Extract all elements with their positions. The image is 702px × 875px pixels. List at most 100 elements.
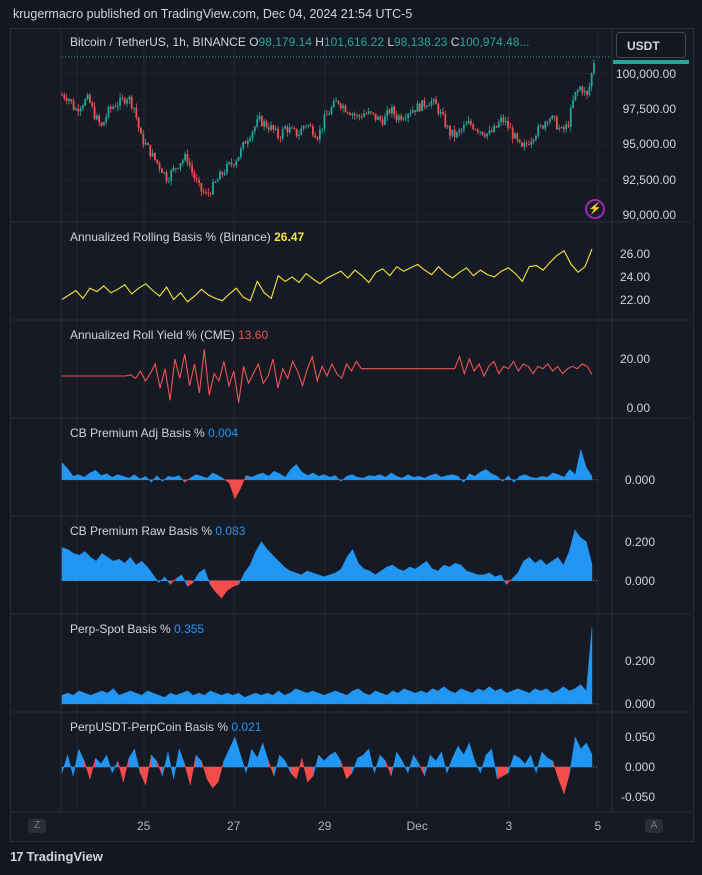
area-segment: [398, 688, 405, 704]
candle-body: [167, 180, 170, 182]
area-segment: [240, 475, 247, 489]
area-segment: [162, 751, 169, 777]
tradingview-footer[interactable]: 17 TradingView: [10, 849, 103, 864]
area-segment: [369, 690, 376, 704]
indicator-legend[interactable]: CB Premium Adj Basis % 0.004: [70, 426, 238, 440]
area-segment: [368, 475, 375, 480]
candle-body: [407, 114, 410, 119]
candle-body: [384, 116, 386, 125]
candle-body: [449, 126, 451, 136]
candle-body: [63, 94, 66, 99]
area-segment: [212, 766, 219, 789]
area-segment: [312, 472, 319, 480]
area-segment: [552, 472, 559, 480]
area-segment: [268, 760, 275, 777]
candle-body: [179, 163, 182, 169]
area-segment: [101, 552, 108, 581]
area-segment: [111, 474, 119, 480]
legend-ellipsis: ...: [519, 35, 530, 49]
area-segment: [273, 470, 280, 480]
area-segment: [95, 552, 103, 581]
candle-body: [228, 162, 231, 164]
area-segment: [217, 475, 225, 480]
candle-body: [537, 126, 540, 136]
candle-body: [360, 116, 363, 118]
candle-body: [586, 90, 588, 95]
area-segment: [586, 742, 593, 768]
indicator-legend[interactable]: PerpUSDT-PerpCoin Basis % 0.021: [70, 720, 261, 734]
candle-body: [256, 119, 259, 127]
candle-body: [490, 130, 493, 132]
area-segment: [463, 473, 470, 484]
candle-body: [279, 137, 282, 139]
candle-body: [105, 116, 108, 123]
area-segment: [469, 473, 475, 480]
area-segment: [536, 751, 542, 774]
axis-tick-label: 0.000: [624, 472, 655, 487]
candle-body: [525, 143, 528, 145]
flash-icon[interactable]: ⚡: [585, 199, 605, 219]
indicator-legend[interactable]: Annualized Roll Yield % (CME) 13.60: [70, 328, 268, 342]
area-segment: [152, 574, 160, 584]
candle-body: [156, 159, 159, 163]
brand-name: TradingView: [26, 849, 103, 864]
area-segment: [175, 574, 182, 581]
area-segment: [170, 692, 177, 704]
candle-body: [72, 101, 75, 111]
indicator-name: Annualized Rolling Basis % (Binance): [70, 230, 271, 244]
candle-body: [186, 154, 189, 163]
currency-button[interactable]: USDT: [616, 32, 686, 58]
area-segment: [335, 690, 342, 704]
candle-body: [414, 110, 417, 112]
area-segment: [190, 754, 197, 786]
indicator-name: PerpUSDT-PerpCoin Basis %: [70, 720, 229, 734]
chart-frame[interactable]: [10, 28, 694, 842]
low-label: L: [387, 35, 395, 49]
axis-tick-label: -0.050: [620, 790, 655, 804]
candle-body: [84, 99, 87, 106]
candle-body: [328, 114, 331, 115]
candle-body: [437, 104, 440, 114]
area-segment: [346, 474, 353, 480]
time-tick-label: 5: [594, 819, 602, 833]
candle-body: [302, 125, 305, 129]
area-segment: [113, 688, 120, 704]
area-segment: [301, 570, 308, 581]
auto-scale-right-button[interactable]: A: [645, 819, 663, 833]
candle-body: [576, 90, 579, 92]
time-tick-label: 29: [318, 819, 332, 833]
candle-body: [246, 140, 249, 144]
candle-body: [79, 108, 82, 112]
area-segment: [158, 576, 165, 584]
axis-tick-label: 26.00: [619, 247, 650, 262]
area-segment: [374, 754, 381, 774]
indicator-legend[interactable]: Perp-Spot Basis % 0.355: [70, 622, 204, 636]
area-segment: [312, 690, 319, 704]
candle-body: [346, 112, 349, 114]
candle-body: [555, 116, 558, 130]
candle-body: [311, 126, 314, 136]
area-segment: [418, 763, 425, 777]
indicator-legend[interactable]: CB Premium Raw Basis % 0.083: [70, 524, 245, 538]
area-segment: [449, 690, 456, 704]
symbol-legend[interactable]: Bitcoin / TetherUS, 1h, BINANCE O98,179.…: [70, 35, 530, 49]
candle-body: [149, 144, 152, 157]
area-segment: [128, 474, 135, 480]
candle-body: [493, 125, 496, 132]
candle-body: [251, 131, 254, 139]
area-segment: [90, 692, 97, 704]
symbol-name[interactable]: Bitcoin / TetherUS, 1h, BINANCE: [70, 35, 246, 49]
candle-body: [446, 126, 449, 128]
area-segment: [341, 692, 348, 704]
auto-scale-left-button[interactable]: Z: [28, 819, 46, 833]
indicator-legend[interactable]: Annualized Rolling Basis % (Binance) 26.…: [70, 230, 304, 244]
area-segment: [307, 472, 314, 480]
candle-body: [130, 96, 133, 108]
candle-body: [337, 100, 340, 104]
area-segment: [184, 763, 191, 786]
candle-body: [421, 100, 423, 111]
area-segment: [221, 580, 228, 599]
area-segment: [407, 754, 414, 774]
area-segment: [547, 472, 554, 480]
